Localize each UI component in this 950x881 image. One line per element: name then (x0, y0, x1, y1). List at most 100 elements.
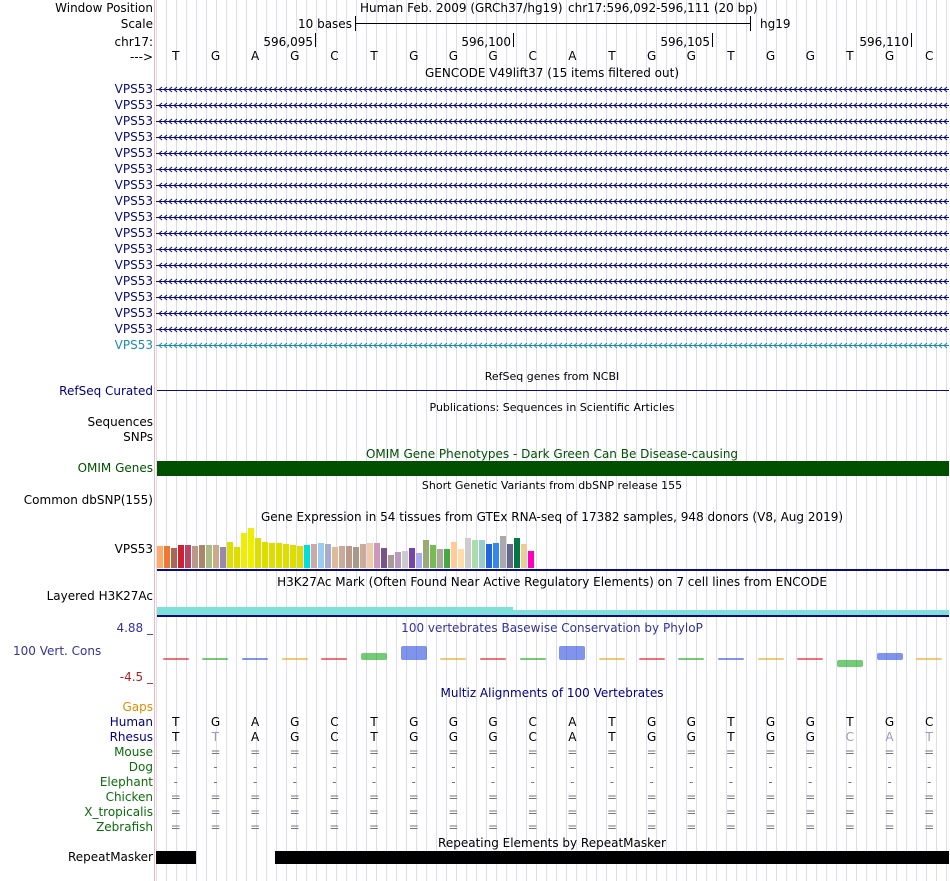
gtex-tissue-bar[interactable] (241, 532, 247, 568)
gencode-transcript-label[interactable]: VPS53 (114, 290, 153, 304)
gtex-tissue-bar[interactable] (157, 545, 163, 568)
multiz-species-label[interactable]: X_tropicalis (84, 805, 153, 819)
gtex-tissue-bar[interactable] (500, 535, 506, 568)
gtex-tissue-bar[interactable] (409, 547, 415, 568)
gtex-tissue-bar[interactable] (444, 549, 450, 568)
gtex-tissue-bar[interactable] (164, 545, 170, 568)
gencode-transcript-label[interactable]: VPS53 (114, 178, 153, 192)
gtex-track-label[interactable]: VPS53 (114, 542, 153, 556)
gencode-transcript-line[interactable] (156, 100, 949, 111)
gtex-tissue-bar[interactable] (213, 545, 219, 568)
omim-track-label[interactable]: OMIM Genes (77, 461, 153, 475)
gencode-transcript-label[interactable]: VPS53 (114, 98, 153, 112)
gencode-transcript-line[interactable] (156, 244, 949, 255)
gtex-tissue-bar[interactable] (374, 543, 380, 568)
gtex-tissue-bar[interactable] (465, 537, 471, 568)
gtex-tissue-bar[interactable] (304, 545, 310, 568)
h3k27ac-signal-low[interactable] (513, 610, 949, 616)
gencode-transcript-label[interactable]: VPS53 (114, 338, 153, 352)
gencode-transcript-line[interactable] (156, 132, 949, 143)
refseq-track-label[interactable]: RefSeq Curated (59, 384, 153, 398)
gtex-tissue-bar[interactable] (171, 548, 177, 568)
gtex-tissue-bar[interactable] (297, 546, 303, 568)
gtex-tissue-bar[interactable] (437, 549, 443, 568)
gtex-tissue-bar[interactable] (269, 543, 275, 568)
publications-label-line1[interactable]: Sequences (87, 415, 153, 429)
gencode-transcript-line[interactable] (156, 84, 949, 95)
gencode-transcript-label[interactable]: VPS53 (114, 258, 153, 272)
gtex-tissue-bar[interactable] (339, 545, 345, 568)
gtex-tissue-bar[interactable] (360, 544, 366, 568)
gtex-tissue-bar[interactable] (521, 544, 527, 568)
refseq-gene-line[interactable] (157, 390, 949, 391)
gencode-transcript-line[interactable] (156, 228, 949, 239)
gtex-tissue-bar[interactable] (472, 539, 478, 568)
gtex-tissue-bar[interactable] (220, 546, 226, 568)
gtex-tissue-bar[interactable] (283, 544, 289, 568)
gtex-tissue-bar[interactable] (234, 546, 240, 568)
gencode-transcript-line[interactable] (156, 196, 949, 207)
gencode-transcript-label[interactable]: VPS53 (114, 194, 153, 208)
gtex-tissue-bar[interactable] (381, 548, 387, 568)
gtex-tissue-bar[interactable] (423, 539, 429, 568)
gencode-transcript-label[interactable]: VPS53 (114, 242, 153, 256)
gtex-tissue-bar[interactable] (178, 545, 184, 568)
gtex-tissue-bar[interactable] (185, 545, 191, 568)
omim-gene-bar[interactable] (157, 461, 949, 476)
gtex-tissue-bar[interactable] (206, 545, 212, 568)
gtex-tissue-bar[interactable] (325, 544, 331, 568)
strand-arrow-label[interactable]: ---> (129, 50, 153, 64)
gencode-transcript-line[interactable] (156, 148, 949, 159)
repeat-element-1[interactable] (156, 851, 196, 864)
repeat-element-2[interactable] (275, 851, 949, 864)
gtex-tissue-bar[interactable] (318, 543, 324, 568)
gencode-transcript-line[interactable] (156, 324, 949, 335)
gtex-tissue-bar[interactable] (402, 550, 408, 568)
gtex-tissue-bar[interactable] (479, 539, 485, 568)
gtex-tissue-bar[interactable] (458, 549, 464, 568)
dbsnp-track-label[interactable]: Common dbSNP(155) (23, 493, 153, 507)
gtex-tissue-bar[interactable] (430, 545, 436, 568)
multiz-species-label[interactable]: Chicken (105, 790, 153, 804)
multiz-species-label[interactable]: Mouse (114, 745, 153, 759)
gencode-transcript-label[interactable]: VPS53 (114, 82, 153, 96)
gencode-transcript-label[interactable]: VPS53 (114, 146, 153, 160)
gtex-tissue-bar[interactable] (514, 537, 520, 568)
gencode-transcript-line[interactable] (156, 180, 949, 191)
gtex-tissue-bar[interactable] (388, 554, 394, 568)
gencode-transcript-line[interactable] (156, 276, 949, 287)
gtex-tissue-bar[interactable] (255, 537, 261, 568)
gtex-tissue-bar[interactable] (493, 543, 499, 568)
gencode-transcript-line[interactable] (156, 164, 949, 175)
conservation-track-label[interactable]: 100 Vert. Cons (13, 644, 102, 658)
gencode-transcript-label[interactable]: VPS53 (114, 274, 153, 288)
gtex-tissue-bar[interactable] (332, 546, 338, 568)
gtex-tissue-bar[interactable] (395, 551, 401, 568)
gtex-tissue-bar[interactable] (367, 543, 373, 568)
gencode-transcript-line[interactable] (156, 340, 949, 351)
gtex-tissue-bar[interactable] (192, 545, 198, 568)
gtex-tissue-bar[interactable] (528, 550, 534, 568)
gencode-transcript-label[interactable]: VPS53 (114, 306, 153, 320)
gencode-transcript-line[interactable] (156, 292, 949, 303)
multiz-species-label[interactable]: Elephant (99, 775, 153, 789)
gtex-tissue-bar[interactable] (507, 544, 513, 568)
gtex-tissue-bar[interactable] (451, 542, 457, 568)
gencode-transcript-line[interactable] (156, 260, 949, 271)
h3k27ac-track-label[interactable]: Layered H3K27Ac (46, 589, 153, 603)
gtex-tissue-bar[interactable] (199, 545, 205, 568)
h3k27ac-signal-high[interactable] (157, 607, 513, 616)
gencode-transcript-label[interactable]: VPS53 (114, 322, 153, 336)
gtex-tissue-bar[interactable] (290, 545, 296, 568)
gencode-transcript-label[interactable]: VPS53 (114, 114, 153, 128)
gencode-transcript-label[interactable]: VPS53 (114, 226, 153, 240)
gtex-tissue-bar[interactable] (416, 552, 422, 568)
multiz-gaps-label[interactable]: Gaps (122, 700, 153, 714)
gtex-tissue-bar[interactable] (276, 543, 282, 568)
multiz-species-label[interactable]: Zebrafish (96, 820, 153, 834)
gtex-tissue-bar[interactable] (248, 527, 254, 568)
gencode-transcript-label[interactable]: VPS53 (114, 210, 153, 224)
multiz-species-label[interactable]: Rhesus (109, 730, 153, 744)
repeatmasker-track-label[interactable]: RepeatMasker (67, 850, 153, 864)
